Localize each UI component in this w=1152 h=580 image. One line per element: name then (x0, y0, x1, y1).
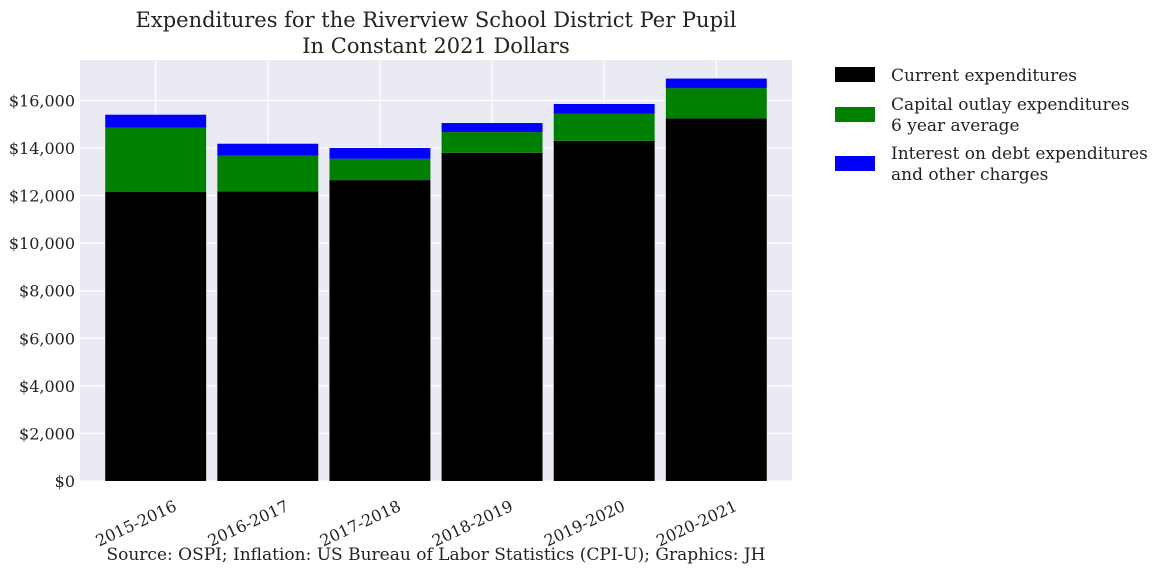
x-tick-label: 2017-2018 (317, 496, 404, 550)
bar-2018-2019-series-0 (441, 152, 543, 482)
legend-swatch-1 (835, 107, 875, 122)
y-tick-label: $0 (55, 472, 75, 491)
legend-label-1: Capital outlay expenditures 6 year averag… (891, 95, 1129, 136)
legend-swatch-2 (835, 156, 875, 171)
bar-2019-2020-series-0 (553, 140, 655, 481)
bar-2015-2016-series-1 (105, 127, 207, 193)
bar-2015-2016-series-0 (105, 192, 207, 481)
chart-title-line-2: In Constant 2021 Dollars (302, 34, 569, 58)
bar-2020-2021-series-0 (665, 118, 767, 481)
bar-2016-2017-series-1 (217, 155, 319, 192)
x-tick-label: 2020-2021 (653, 496, 740, 550)
bar-2016-2017-series-2 (217, 143, 319, 156)
x-axis: 2015-2016 2016-2017 2017-2018 2018-2019 2019… (93, 496, 740, 550)
bar-2017-2018-series-0 (329, 180, 431, 481)
bar-2018-2019-series-2 (441, 123, 543, 133)
bar-2017-2018-series-2 (329, 148, 431, 159)
bar-2019-2020-series-1 (553, 113, 655, 141)
source-caption: Source: OSPI; Inflation: US Bureau of La… (106, 545, 765, 565)
x-tick-label: 2018-2019 (429, 496, 516, 550)
y-tick-label: $14,000 (9, 139, 75, 158)
legend-swatch-0 (835, 67, 875, 82)
bars (105, 78, 767, 482)
bar-2017-2018-series-1 (329, 158, 431, 181)
y-tick-label: $8,000 (19, 282, 75, 301)
legend-label-0: Current expenditures (891, 66, 1077, 86)
y-axis: $0 $2,000 $4,000 $6,000 $8,000 $10,000 $12,000… (9, 91, 75, 491)
chart-title-line-1: Expenditures for the Riverview School Di… (136, 8, 737, 32)
x-tick-label: 2019-2020 (541, 496, 628, 550)
y-tick-label: $16,000 (9, 91, 75, 110)
chart-title: Expenditures for the Riverview School Di… (136, 8, 737, 58)
legend: Current expenditures Capital outlay expen… (835, 66, 1148, 185)
legend-label-2: Interest on debt expenditures and other c… (891, 144, 1148, 185)
y-tick-label: $6,000 (19, 329, 75, 348)
x-tick-label: 2016-2017 (205, 496, 292, 550)
bar-2020-2021-series-2 (665, 78, 767, 89)
y-tick-label: $2,000 (19, 424, 75, 443)
y-tick-label: $12,000 (9, 187, 75, 206)
bar-2020-2021-series-1 (665, 88, 767, 119)
y-tick-label: $10,000 (9, 234, 75, 253)
bar-2018-2019-series-1 (441, 132, 543, 153)
bar-2019-2020-series-2 (553, 104, 655, 114)
bar-2015-2016-series-2 (105, 114, 207, 128)
y-tick-label: $4,000 (19, 377, 75, 396)
bar-2016-2017-series-0 (217, 191, 319, 481)
x-tick-label: 2015-2016 (93, 496, 180, 550)
